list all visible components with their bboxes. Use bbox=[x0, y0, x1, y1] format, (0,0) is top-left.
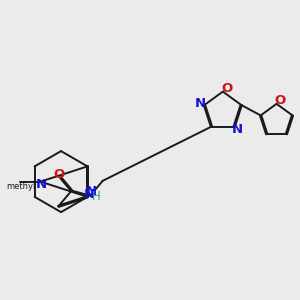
Text: O: O bbox=[221, 82, 232, 95]
Text: N: N bbox=[232, 123, 243, 136]
Text: O: O bbox=[53, 168, 64, 181]
Text: H: H bbox=[92, 190, 100, 203]
Text: N: N bbox=[36, 178, 47, 191]
Text: N: N bbox=[195, 97, 206, 110]
Text: N: N bbox=[86, 185, 97, 198]
Text: N: N bbox=[83, 188, 94, 201]
Text: methyl: methyl bbox=[7, 182, 36, 191]
Text: O: O bbox=[274, 94, 286, 107]
